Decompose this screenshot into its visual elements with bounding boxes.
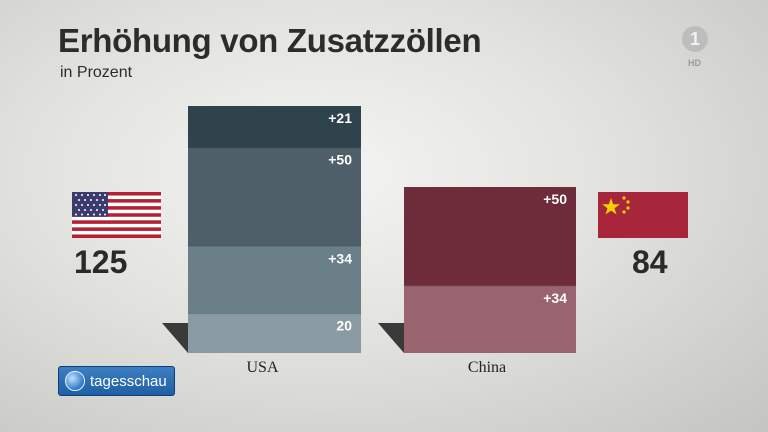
usa-bar-segment [188, 313, 361, 353]
usa-segment-label: 20 [336, 317, 352, 333]
china-segment-label: +50 [543, 191, 567, 207]
channel-logo-icon: 1 [682, 26, 708, 52]
chart-subtitle: in Prozent [60, 64, 133, 81]
china-segment-label: +34 [543, 290, 567, 306]
usa-bar-segment [188, 147, 361, 247]
chart-title: Erhöhung von Zusatzzöllen [58, 22, 482, 59]
brand-text: tagesschau [90, 372, 167, 390]
usa-bar-segment [188, 246, 361, 314]
usa-category-label: USA [246, 359, 278, 376]
globe-icon [65, 371, 85, 391]
usa-bar-shadow [162, 323, 188, 353]
china-total: 84 [632, 244, 668, 280]
us-flag-icon [72, 192, 161, 238]
hd-label: HD [688, 58, 701, 68]
usa-total: 125 [74, 244, 128, 280]
china-bar-segment [404, 187, 576, 286]
china-bar-segment [404, 285, 576, 353]
cn-flag-icon [598, 192, 688, 238]
tagesschau-logo: tagesschau [58, 366, 175, 396]
usa-bar-segment [188, 106, 361, 148]
china-bar-shadow [378, 323, 404, 353]
svg-text:1: 1 [690, 29, 700, 49]
china-category-label: China [468, 359, 506, 376]
usa-segment-label: +34 [328, 250, 352, 266]
usa-segment-label: +50 [328, 151, 352, 167]
usa-segment-label: +21 [328, 110, 352, 126]
